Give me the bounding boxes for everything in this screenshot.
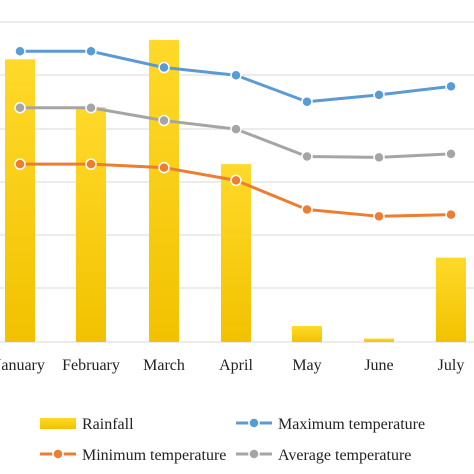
point-minimum-temperature-june <box>373 210 385 223</box>
point-maximum-temperature-june <box>373 89 385 101</box>
x-tick-june: June <box>364 357 393 374</box>
point-maximum-temperature-july <box>445 80 457 93</box>
point-average-temperature-february <box>85 101 97 114</box>
legend-label-maximum-temperature: Maximum temperature <box>278 416 425 433</box>
rainfall-bars <box>5 39 466 343</box>
bar-february <box>76 107 106 342</box>
point-maximum-temperature-march <box>158 61 170 74</box>
legend-marker-minimum-temperature <box>52 448 64 460</box>
bar-march <box>149 39 179 343</box>
bar-june <box>364 338 394 342</box>
point-minimum-temperature-april <box>230 174 242 187</box>
point-maximum-temperature-april <box>230 69 242 81</box>
legend-label-minimum-temperature: Minimum temperature <box>82 447 226 464</box>
x-tick-may: May <box>292 357 321 374</box>
point-average-temperature-june <box>373 151 385 164</box>
legend-swatch-rainfall <box>40 418 76 429</box>
series-average-temperature <box>14 101 457 164</box>
legend-label-average-temperature: Average temperature <box>278 447 411 464</box>
bar-july <box>436 257 466 342</box>
temperature-lines <box>14 45 457 223</box>
bar-january <box>5 59 35 342</box>
legend-label-rainfall: Rainfall <box>82 416 134 433</box>
point-maximum-temperature-january <box>14 45 26 58</box>
point-average-temperature-march <box>158 114 170 127</box>
point-average-temperature-july <box>445 148 457 160</box>
legend-item-average-temperature: Average temperature <box>236 447 411 464</box>
legend-marker-maximum-temperature <box>248 417 260 429</box>
bar-may <box>292 326 322 342</box>
point-minimum-temperature-january <box>14 158 26 170</box>
bar-april <box>221 164 251 342</box>
x-tick-march: March <box>143 357 185 374</box>
point-minimum-temperature-july <box>445 208 457 221</box>
legend-item-maximum-temperature: Maximum temperature <box>236 416 425 433</box>
x-axis-tick-labels: January February March April May June July <box>0 357 464 374</box>
x-tick-february: February <box>62 357 120 374</box>
legend: Rainfall Maximum temperature Minimum tempe… <box>40 416 425 464</box>
point-maximum-temperature-may <box>301 95 313 108</box>
legend-marker-average-temperature <box>248 448 260 460</box>
point-average-temperature-may <box>301 150 313 163</box>
point-minimum-temperature-february <box>85 158 97 170</box>
point-minimum-temperature-march <box>158 161 170 174</box>
x-tick-april: April <box>219 357 253 374</box>
series-maximum-temperature <box>14 45 457 108</box>
point-maximum-temperature-february <box>85 45 97 58</box>
point-average-temperature-january <box>14 101 26 114</box>
point-minimum-temperature-may <box>301 203 313 216</box>
legend-item-minimum-temperature: Minimum temperature <box>40 447 226 464</box>
x-tick-july: July <box>438 357 465 374</box>
x-tick-january: January <box>0 357 45 374</box>
series-minimum-temperature <box>14 158 457 223</box>
legend-item-rainfall: Rainfall <box>40 416 134 433</box>
point-average-temperature-april <box>230 123 242 135</box>
